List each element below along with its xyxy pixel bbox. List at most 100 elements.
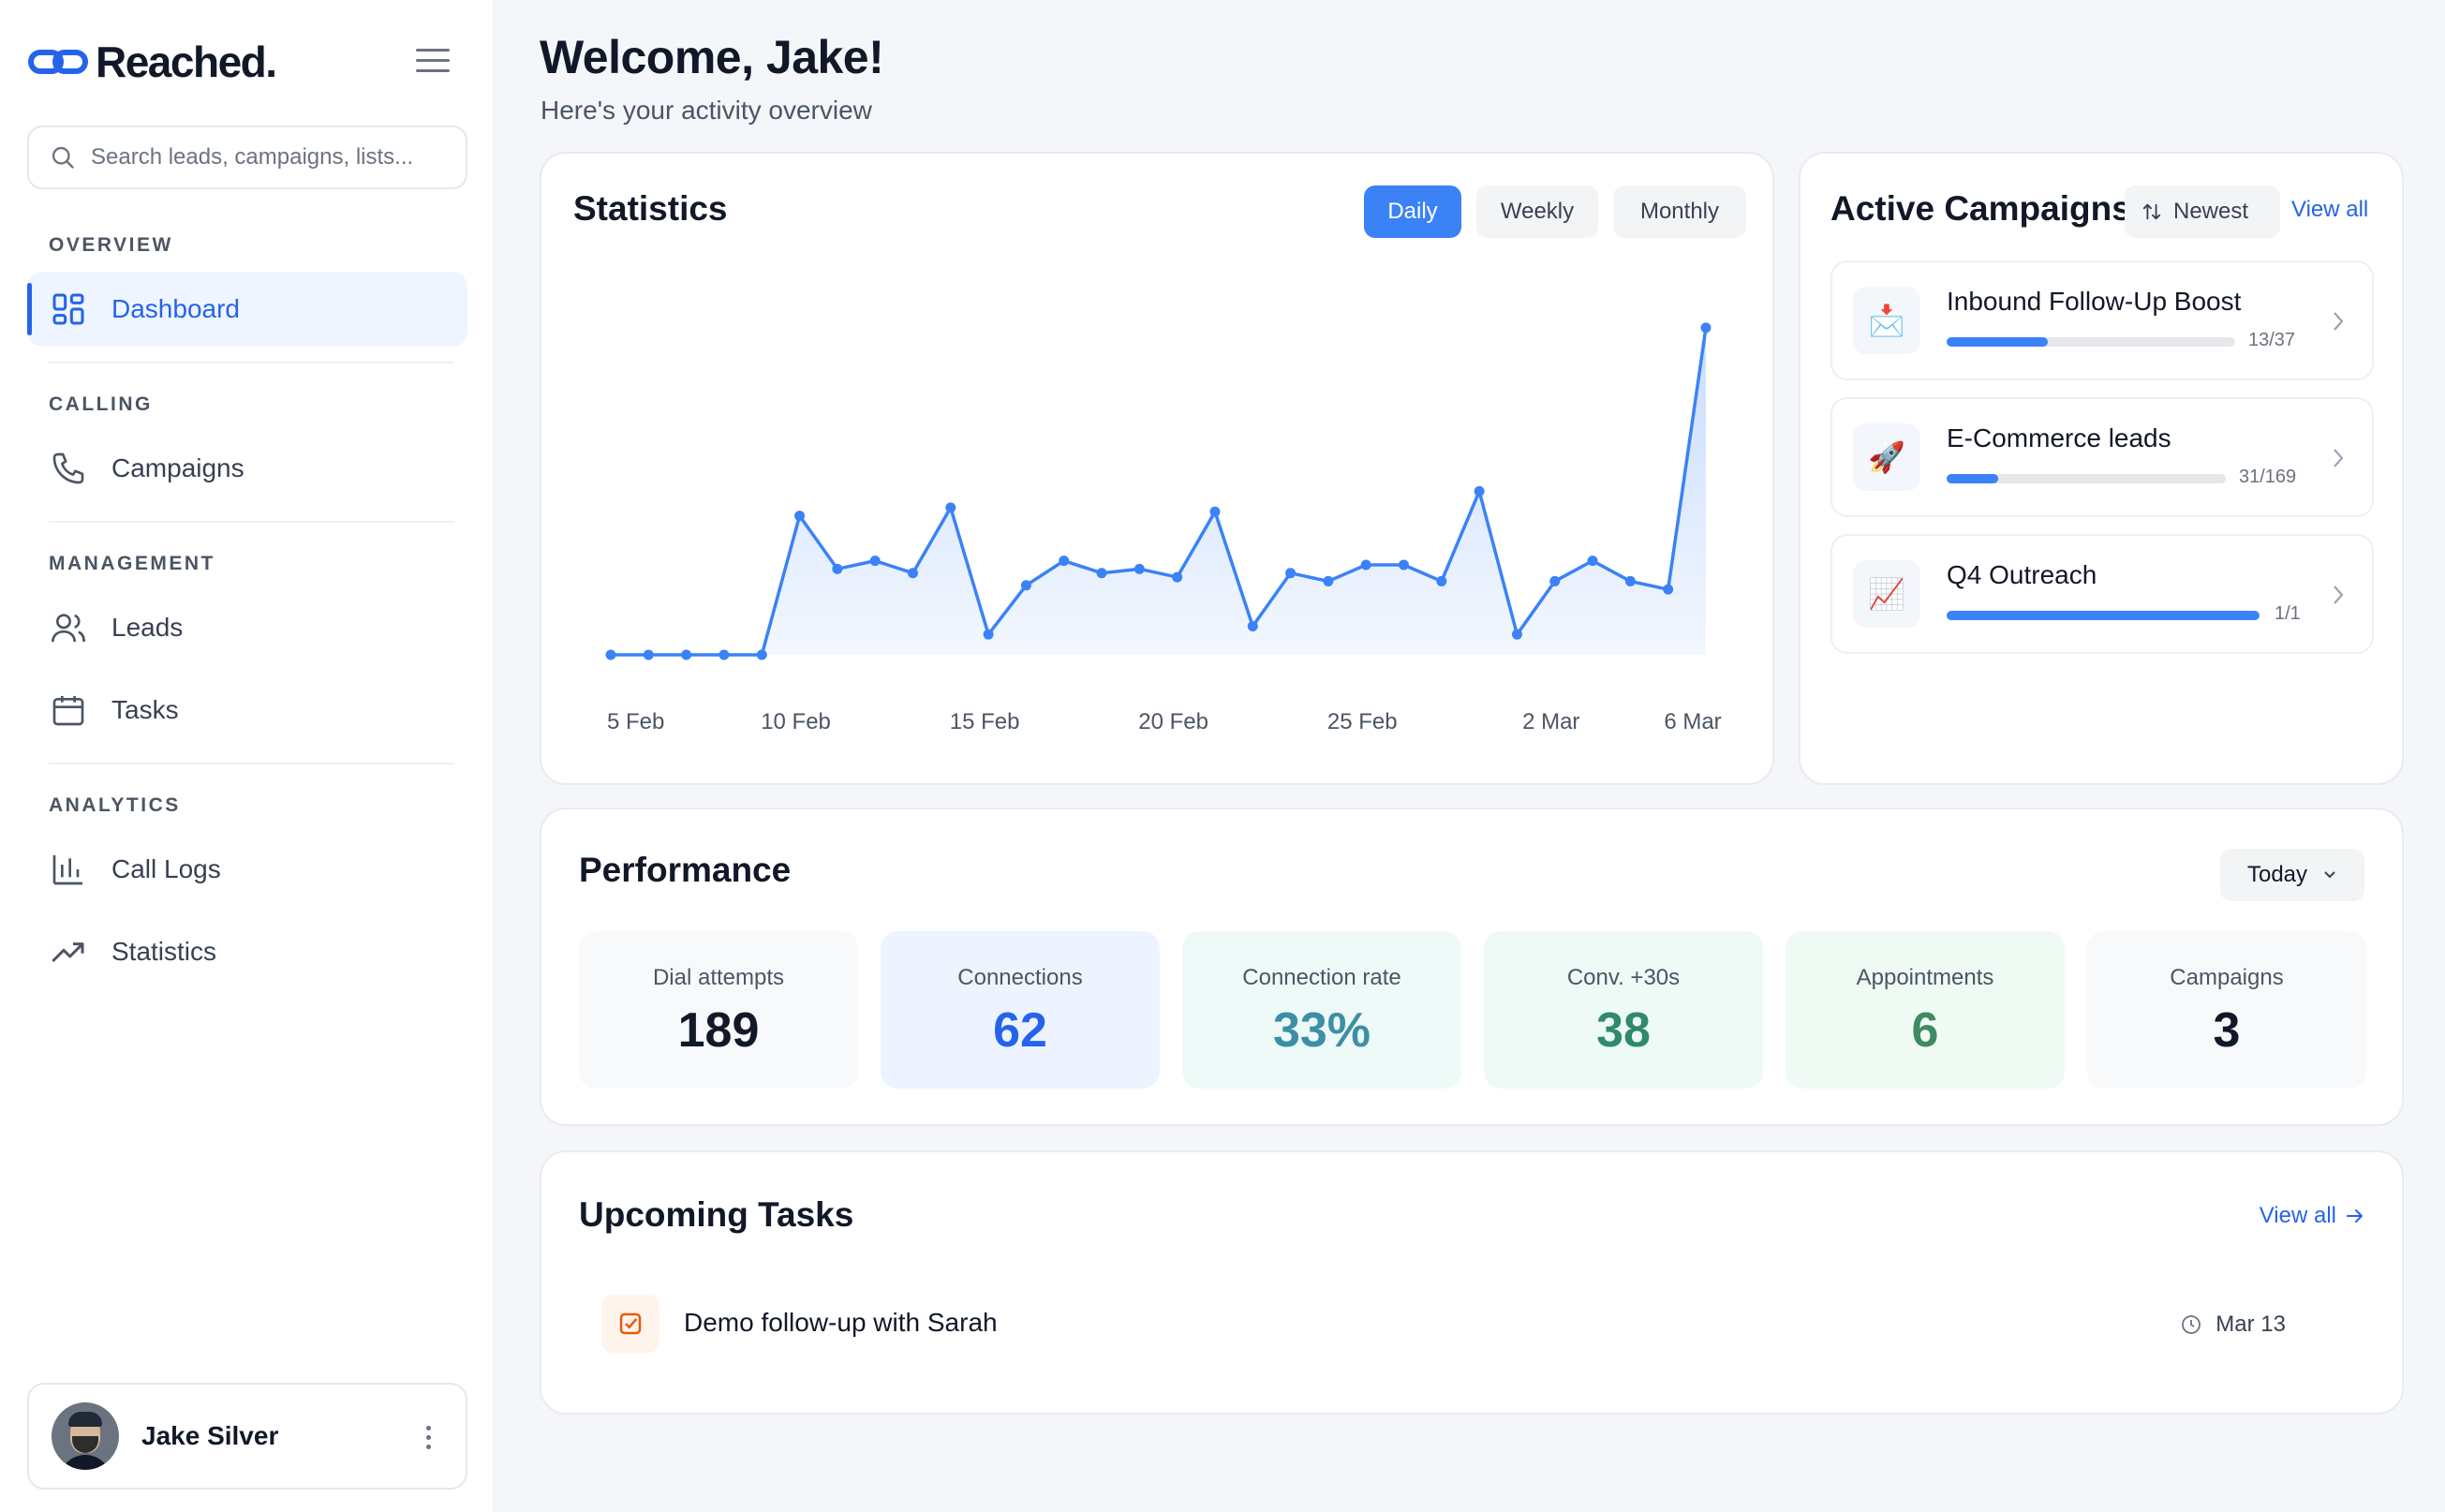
app-logo[interactable]: Reached. xyxy=(28,36,277,88)
metric-connection-rate: Connection rate 33% xyxy=(1182,931,1461,1089)
tasks-view-all-link[interactable]: View all xyxy=(2260,1203,2364,1229)
task-checkbox-icon xyxy=(601,1295,659,1353)
rocket-icon: 🚀 xyxy=(1853,423,1920,491)
trending-up-icon xyxy=(52,942,84,963)
sidebar: Reached. OVERVIEW Dashboard CALLING Camp… xyxy=(0,0,494,1512)
campaigns-view-all-link[interactable]: View all xyxy=(2291,197,2369,222)
chevron-right-icon xyxy=(2334,449,2344,467)
divider xyxy=(49,763,453,764)
metric-appointments: Appointments 6 xyxy=(1786,931,2065,1089)
chart-point[interactable] xyxy=(1399,559,1410,571)
chart-point[interactable] xyxy=(1247,620,1258,631)
campaign-item[interactable]: 📩 Inbound Follow-Up Boost 13/37 xyxy=(1830,260,2374,380)
chevron-right-icon xyxy=(2334,312,2344,331)
app-name: Reached. xyxy=(96,37,277,86)
task-item[interactable]: Demo follow-up with Sarah Mar 13 xyxy=(601,1295,2344,1355)
phone-icon xyxy=(52,452,84,484)
campaign-progress-bar xyxy=(1947,611,2260,620)
sidebar-item-tasks[interactable]: Tasks xyxy=(27,673,467,748)
campaign-progress-fill xyxy=(1947,611,2260,620)
period-label: Today xyxy=(2246,862,2308,887)
chart-point[interactable] xyxy=(1285,568,1297,579)
sidebar-item-label: Dashboard xyxy=(111,294,240,323)
metric-value: 6 xyxy=(1911,1003,1939,1058)
search-box[interactable] xyxy=(27,126,467,189)
chart-point[interactable] xyxy=(1587,556,1598,567)
chart-point[interactable] xyxy=(1511,629,1522,640)
period-dropdown[interactable]: Today xyxy=(2220,849,2364,901)
campaign-progress-fill xyxy=(1947,474,1998,483)
chart-point[interactable] xyxy=(1096,568,1107,579)
task-due-date: Mar 13 xyxy=(2180,1312,2286,1338)
chart-point[interactable] xyxy=(907,568,918,579)
x-tick-label: 10 Feb xyxy=(761,709,831,734)
campaign-name: Inbound Follow-Up Boost xyxy=(1947,287,2242,316)
sidebar-item-campaigns[interactable]: Campaigns xyxy=(27,431,467,506)
chart-point[interactable] xyxy=(1700,322,1712,334)
section-label-analytics: ANALYTICS xyxy=(49,794,181,816)
hamburger-menu-icon[interactable] xyxy=(416,49,450,75)
chart-point[interactable] xyxy=(1020,580,1031,591)
chart-point[interactable] xyxy=(869,556,881,567)
chart-point[interactable] xyxy=(756,649,767,660)
chart-series-line xyxy=(611,327,1708,657)
campaign-item[interactable]: 🚀 E-Commerce leads 31/169 xyxy=(1830,397,2374,517)
chart-point[interactable] xyxy=(1323,575,1334,586)
sidebar-item-call-logs[interactable]: Call Logs xyxy=(27,832,467,907)
chart-point[interactable] xyxy=(605,649,616,660)
sort-newest-button[interactable]: Newest xyxy=(2125,185,2280,238)
tab-daily[interactable]: Daily xyxy=(1364,185,1461,238)
bar-chart-icon xyxy=(52,855,82,885)
search-input[interactable] xyxy=(91,144,447,170)
chart-area-fill xyxy=(611,327,1706,655)
sort-label: Newest xyxy=(2173,199,2249,224)
metric-value: 62 xyxy=(993,1003,1047,1058)
statistics-card: Statistics Daily Weekly Monthly 5 Feb 10 … xyxy=(540,152,1774,785)
divider xyxy=(49,521,453,523)
divider xyxy=(49,362,453,363)
user-profile-card[interactable]: Jake Silver xyxy=(27,1383,467,1490)
view-all-label: View all xyxy=(2259,1203,2336,1228)
chart-point[interactable] xyxy=(681,649,692,660)
chart-point[interactable] xyxy=(719,649,730,660)
sidebar-item-leads[interactable]: Leads xyxy=(27,590,467,665)
x-tick-label: 20 Feb xyxy=(1138,709,1208,734)
chevron-right-icon xyxy=(2334,586,2344,604)
tab-monthly[interactable]: Monthly xyxy=(1613,185,1746,238)
chart-point[interactable] xyxy=(1134,563,1145,574)
metric-value: 33% xyxy=(1272,1003,1371,1058)
more-options-icon[interactable] xyxy=(426,1426,434,1452)
chart-point[interactable] xyxy=(983,629,994,640)
metric-value: 38 xyxy=(1596,1003,1651,1058)
chart-point[interactable] xyxy=(1663,584,1674,595)
sidebar-item-statistics[interactable]: Statistics xyxy=(27,914,467,989)
chart-point[interactable] xyxy=(832,563,843,574)
x-tick-label: 6 Mar xyxy=(1664,709,1721,734)
chart-point[interactable] xyxy=(1436,575,1447,586)
chart-point[interactable] xyxy=(643,649,654,660)
chart-point[interactable] xyxy=(1209,506,1221,517)
reached-logo-icon xyxy=(28,50,88,74)
tab-weekly[interactable]: Weekly xyxy=(1476,185,1598,238)
chart-point[interactable] xyxy=(1360,559,1371,571)
campaign-name: Q4 Outreach xyxy=(1947,560,2097,589)
campaign-item[interactable]: 📈 Q4 Outreach 1/1 xyxy=(1830,534,2374,654)
chart-point[interactable] xyxy=(1059,556,1070,567)
upcoming-tasks-title: Upcoming Tasks xyxy=(579,1195,854,1234)
chart-point[interactable] xyxy=(1172,571,1183,583)
chart-point[interactable] xyxy=(1624,575,1636,586)
chevron-down-icon xyxy=(2324,871,2335,879)
chart-point[interactable] xyxy=(945,502,956,513)
campaign-progress-fill xyxy=(1947,337,2049,347)
grid-icon xyxy=(52,293,84,325)
chart-point[interactable] xyxy=(1474,485,1485,497)
metric-label: Campaigns xyxy=(2170,965,2284,990)
task-title: Demo follow-up with Sarah xyxy=(684,1308,998,1337)
chart-point[interactable] xyxy=(1549,575,1561,586)
campaign-name: E-Commerce leads xyxy=(1947,423,2171,452)
chart-point[interactable] xyxy=(794,511,806,522)
x-tick-label: 25 Feb xyxy=(1327,709,1398,734)
sidebar-item-label: Campaigns xyxy=(111,453,244,482)
sidebar-item-label: Leads xyxy=(111,613,184,642)
sidebar-item-dashboard[interactable]: Dashboard xyxy=(27,272,467,347)
